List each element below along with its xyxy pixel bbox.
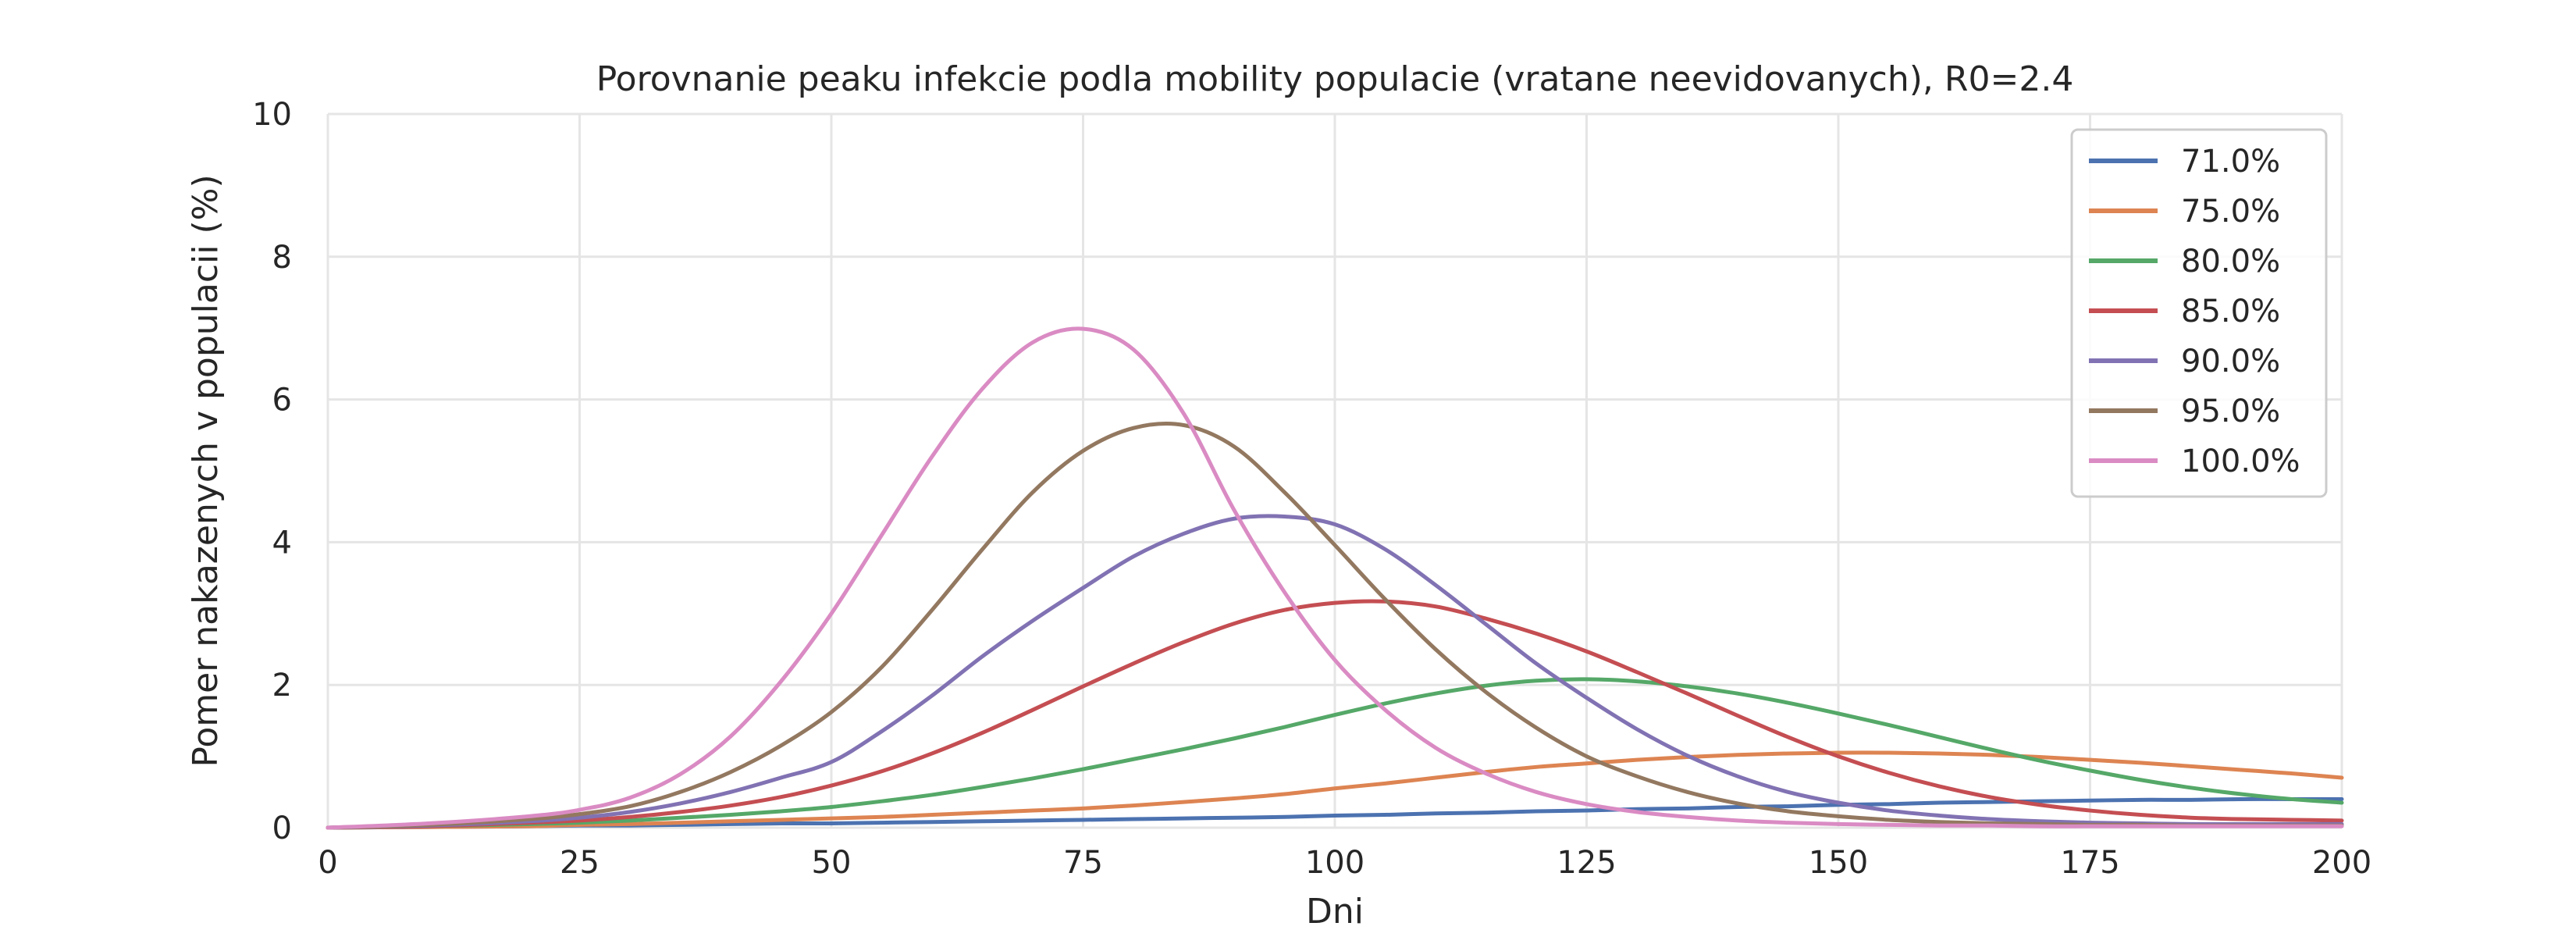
- legend-label: 80.0%: [2181, 244, 2280, 280]
- x-tick-label: 50: [812, 845, 852, 881]
- x-tick-label: 75: [1063, 845, 1103, 881]
- x-tick-label: 200: [2312, 845, 2371, 881]
- series-line-90-0pct: [326, 514, 2344, 830]
- x-tick-label: 150: [1809, 845, 1868, 881]
- series-line-100-0pct: [326, 326, 2344, 830]
- legend-label: 85.0%: [2181, 294, 2280, 330]
- legend-item: 80.0%: [2089, 244, 2280, 280]
- y-tick-label: 4: [272, 525, 292, 561]
- legend-item: 85.0%: [2089, 294, 2280, 330]
- legend-item: 75.0%: [2089, 194, 2280, 230]
- grid: [326, 112, 2343, 829]
- legend-label: 90.0%: [2181, 344, 2280, 379]
- y-tick-label: 2: [272, 668, 292, 704]
- series-lines: [326, 326, 2344, 830]
- chart-title: Porovnanie peaku infekcie podla mobility…: [596, 59, 2074, 99]
- x-tick-label: 125: [1557, 845, 1616, 881]
- legend-label: 75.0%: [2181, 194, 2280, 230]
- y-tick-label: 10: [252, 97, 292, 133]
- y-axis-ticks: 0 2 4 6 8 10: [252, 97, 292, 846]
- legend-label: 100.0%: [2181, 444, 2300, 479]
- x-axis-ticks: 0 25 50 75 100 125 150 175 200: [318, 845, 2371, 881]
- x-tick-label: 25: [560, 845, 600, 881]
- y-tick-label: 8: [272, 240, 292, 276]
- legend-item: 95.0%: [2089, 394, 2280, 429]
- x-axis-title: Dni: [1306, 892, 1364, 932]
- y-axis-title: Pomer nakazenych v populacii (%): [186, 174, 226, 767]
- series-line-85-0pct: [326, 599, 2344, 830]
- y-tick-label: 0: [272, 811, 292, 846]
- legend-item: 90.0%: [2089, 344, 2280, 379]
- legend-label: 71.0%: [2181, 144, 2280, 180]
- legend: 71.0% 75.0% 80.0% 85.0% 90.0% 95.0% 100.0%: [2070, 128, 2328, 498]
- series-line-80-0pct: [326, 677, 2344, 830]
- legend-label: 95.0%: [2181, 394, 2280, 429]
- x-tick-label: 100: [1305, 845, 1364, 881]
- legend-frame: [2070, 128, 2328, 498]
- y-tick-label: 6: [272, 383, 292, 419]
- x-tick-label: 0: [318, 845, 337, 881]
- legend-items: 71.0% 75.0% 80.0% 85.0% 90.0% 95.0% 100.0%: [2089, 144, 2300, 479]
- x-tick-label: 175: [2060, 845, 2119, 881]
- legend-item: 71.0%: [2089, 144, 2280, 180]
- legend-item: 100.0%: [2089, 444, 2300, 479]
- series-line-95-0pct: [326, 421, 2344, 830]
